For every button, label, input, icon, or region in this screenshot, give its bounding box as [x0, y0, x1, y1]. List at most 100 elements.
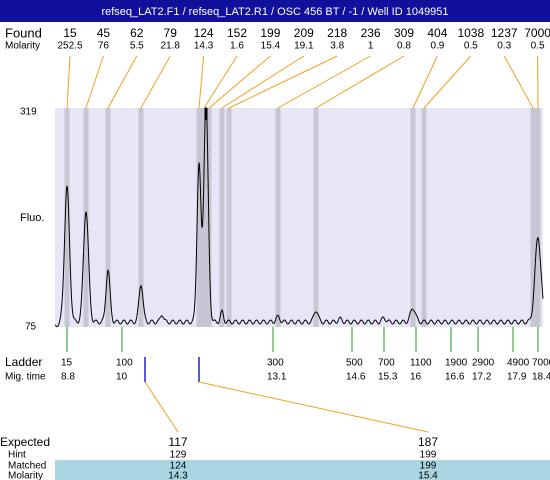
found-link — [277, 55, 371, 109]
expected-row-label: Matched — [8, 461, 46, 472]
ladder-time: 18.4 — [532, 372, 550, 383]
found-molarity: 0.5 — [464, 41, 478, 52]
found-link — [140, 55, 171, 109]
ladder-size: 7000 — [532, 358, 550, 369]
expected-hint: 199 — [420, 450, 437, 461]
found-link — [412, 55, 438, 109]
ladder-time: 13.1 — [267, 372, 287, 383]
expected-molarity: 15.4 — [418, 471, 438, 480]
found-size: 236 — [361, 26, 381, 40]
title-bar — [0, 0, 550, 22]
found-molarity: 1.6 — [230, 41, 244, 52]
found-molarity: 0.5 — [531, 41, 545, 52]
found-link — [107, 55, 138, 109]
found-label: Found — [5, 25, 42, 40]
found-link — [503, 55, 534, 109]
found-link — [423, 55, 472, 109]
found-molarity: 3.8 — [330, 41, 344, 52]
axis-bottom: 75 — [25, 322, 37, 333]
expected-molarity: 14.3 — [168, 471, 188, 480]
expected-row-label: Expected — [0, 435, 50, 449]
found-size: 7000 — [524, 26, 550, 40]
found-size: 404 — [427, 26, 447, 40]
ladder-time: 17.2 — [472, 372, 492, 383]
ladder-size: 100 — [116, 358, 133, 369]
molarity-label: Molarity — [5, 41, 40, 52]
found-size: 209 — [294, 26, 314, 40]
axis-label: Fluo. — [20, 212, 44, 224]
ladder-size: 1900 — [445, 358, 468, 369]
found-link — [198, 55, 205, 109]
expected-expected: 187 — [418, 435, 438, 449]
found-molarity: 0.8 — [397, 41, 411, 52]
found-link — [221, 55, 305, 109]
ladder-time: 15.3 — [378, 372, 398, 383]
found-link — [315, 55, 405, 109]
found-size: 1038 — [457, 26, 484, 40]
ladder-label: Ladder — [5, 355, 42, 369]
ladder-time: 8.8 — [61, 372, 75, 383]
ladder-size: 4900 — [507, 358, 530, 369]
peak-band — [530, 108, 536, 327]
expected-matched: 199 — [420, 461, 437, 472]
peak-band — [105, 108, 111, 327]
ladder-time: 14.6 — [346, 372, 366, 383]
found-size: 199 — [260, 26, 280, 40]
expected-row-label: Hint — [8, 450, 26, 461]
expected-row-label: Molarity — [8, 471, 43, 480]
expected-link — [144, 381, 179, 433]
axis-top: 319 — [20, 107, 37, 118]
peak-band — [226, 108, 232, 327]
found-size: 124 — [194, 26, 214, 40]
ladder-time: 16 — [410, 372, 422, 383]
found-size: 309 — [394, 26, 414, 40]
found-molarity: 15.4 — [261, 41, 281, 52]
ladder-size: 2900 — [472, 358, 495, 369]
found-link — [85, 55, 104, 109]
found-molarity: 0.9 — [430, 41, 444, 52]
found-size: 45 — [97, 26, 111, 40]
peak-band — [138, 108, 144, 327]
found-size: 15 — [63, 26, 77, 40]
ladder-size: 300 — [267, 358, 284, 369]
found-molarity: 252.5 — [57, 41, 82, 52]
peak-band — [219, 108, 225, 327]
found-molarity: 5.5 — [130, 41, 144, 52]
ladder-size: 15 — [61, 358, 73, 369]
found-link — [208, 55, 271, 109]
found-size: 79 — [164, 26, 178, 40]
ladder-time: 16.6 — [445, 372, 465, 383]
ladder-size: 500 — [346, 358, 363, 369]
found-size: 218 — [327, 26, 347, 40]
found-molarity: 1 — [368, 41, 374, 52]
ladder-size: 700 — [378, 358, 395, 369]
ladder-time: 17.9 — [507, 372, 527, 383]
title: refseq_LAT2.F1 / refseq_LAT2.R1 / OSC 45… — [101, 6, 448, 18]
expected-matched: 124 — [170, 461, 187, 472]
peak-band — [313, 108, 319, 327]
plot-area — [55, 108, 543, 327]
found-molarity: 14.3 — [194, 41, 214, 52]
found-link — [66, 55, 71, 109]
peak-band — [275, 108, 281, 327]
peak-band — [196, 108, 202, 327]
found-molarity: 21.8 — [160, 41, 180, 52]
peak-band — [83, 108, 89, 327]
found-size: 62 — [130, 26, 144, 40]
found-size: 152 — [227, 26, 247, 40]
found-link — [203, 55, 238, 109]
ladder-size: 1100 — [410, 358, 432, 369]
peak-band — [64, 108, 70, 327]
matched-highlight — [55, 460, 550, 480]
expected-hint: 129 — [170, 450, 187, 461]
peak-band — [201, 108, 207, 327]
expected-expected: 117 — [168, 435, 187, 449]
found-molarity: 76 — [98, 41, 110, 52]
peak-band — [535, 108, 541, 327]
trace — [54, 107, 544, 328]
peak-band — [410, 108, 416, 327]
ladder-time: 10 — [116, 372, 128, 383]
found-link — [228, 55, 338, 109]
mig-time-label: Mig. time — [5, 372, 46, 383]
